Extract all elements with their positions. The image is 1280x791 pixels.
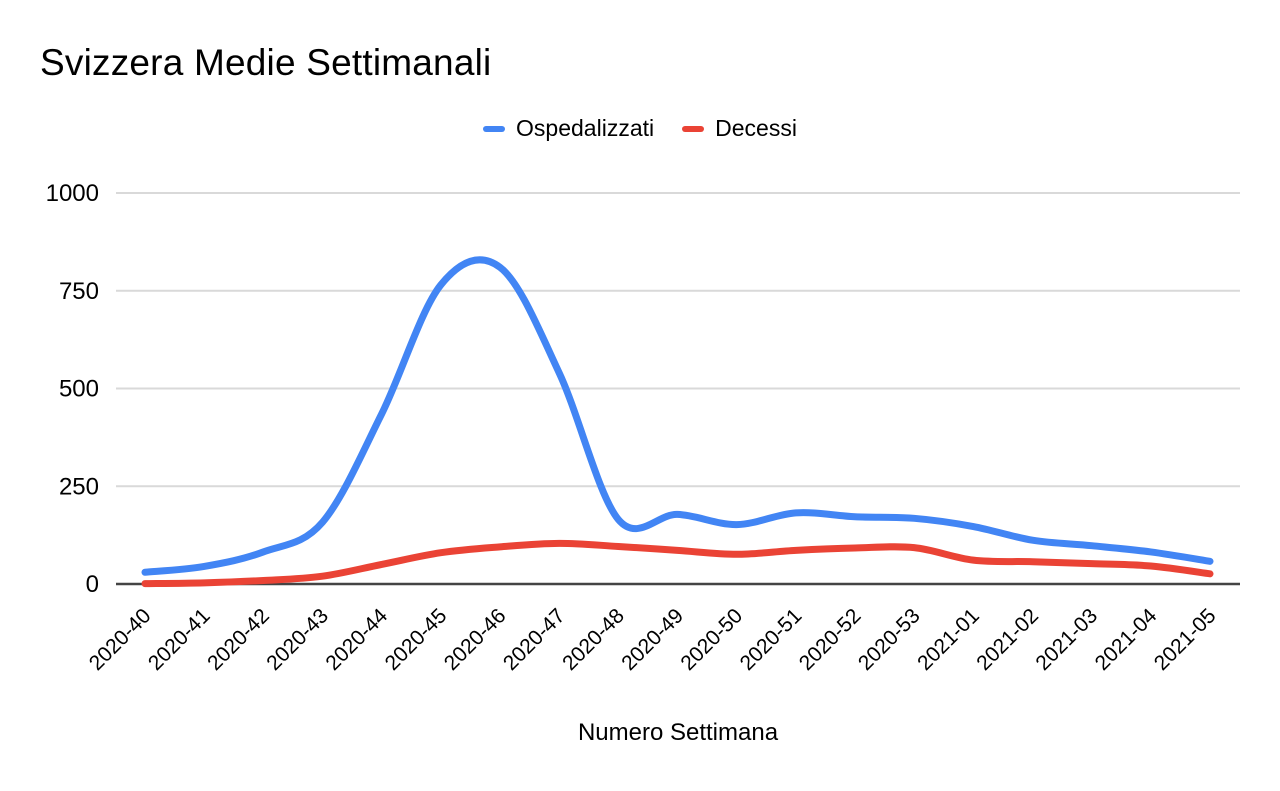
x-tick-label: 2020-45 (381, 604, 452, 675)
x-tick-label: 2021-02 (972, 604, 1043, 675)
x-tick-label: 2020-42 (203, 604, 274, 675)
x-tick-label: 2020-40 (85, 604, 156, 675)
y-tick-label: 500 (59, 376, 99, 403)
legend-label: Ospedalizzati (516, 115, 655, 141)
x-tick-label: 2020-51 (736, 604, 807, 675)
x-tick-label: 2020-48 (558, 604, 629, 675)
x-tick-label: 2020-53 (854, 604, 925, 675)
x-tick-label: 2020-44 (321, 604, 392, 675)
x-tick-label: 2020-49 (617, 604, 688, 675)
legend-dash-icon (483, 125, 506, 132)
x-tick-label: 2020-52 (795, 604, 866, 675)
legend-label: Decessi (715, 115, 797, 141)
chart-legend: Ospedalizzati Decessi (0, 115, 1280, 142)
y-tick-label: 1000 (46, 180, 99, 207)
series-line-ospedalizzati (141, 256, 1214, 576)
x-tick-label: 2020-50 (676, 604, 747, 675)
x-tick-label: 2020-46 (440, 604, 511, 675)
y-tick-label: 250 (59, 473, 99, 500)
x-tick-label: 2021-04 (1091, 604, 1162, 675)
x-tick-label: 2021-03 (1031, 604, 1102, 675)
x-tick-label: 2020-41 (144, 604, 215, 675)
x-tick-label: 2021-05 (1150, 604, 1221, 675)
legend-item-decessi: Decessi (682, 115, 797, 142)
x-tick-label: 2020-43 (262, 604, 333, 675)
y-tick-label: 0 (86, 571, 99, 598)
chart-title: Svizzera Medie Settimanali (40, 42, 492, 83)
y-tick-label: 750 (59, 278, 99, 305)
x-tick-label: 2020-47 (499, 604, 570, 675)
series-line-decessi (141, 539, 1214, 588)
legend-dash-icon (682, 125, 705, 132)
legend-item-ospedalizzati: Ospedalizzati (483, 115, 654, 142)
x-axis-title: Numero Settimana (577, 719, 779, 746)
x-tick-label: 2021-01 (913, 604, 984, 675)
